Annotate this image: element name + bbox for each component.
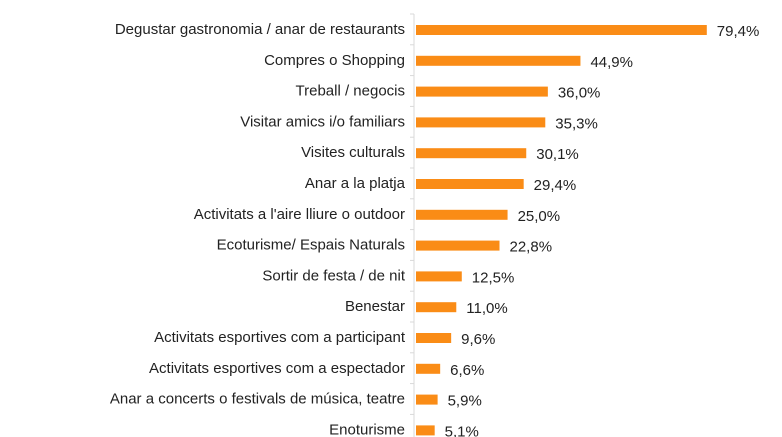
category-label: Anar a la platja: [305, 175, 406, 192]
category-label: Activitats a l'aire lliure o outdoor: [194, 206, 405, 223]
bar: [416, 333, 452, 343]
value-label: 9,6%: [461, 331, 495, 348]
value-label: 44,9%: [590, 54, 633, 71]
category-label: Activitats esportives com a participant: [154, 329, 406, 346]
value-label: 79,4%: [717, 23, 760, 40]
value-label: 25,0%: [518, 208, 561, 225]
value-label: 5,1%: [445, 423, 479, 437]
bar: [416, 394, 438, 405]
value-label: 35,3%: [555, 115, 598, 132]
bar: [416, 209, 508, 220]
value-label: 11,0%: [466, 300, 507, 317]
value-label: 29,4%: [534, 177, 577, 194]
category-label: Compres o Shopping: [264, 52, 405, 69]
bar: [416, 86, 548, 97]
bar: [416, 25, 707, 35]
value-label: 12,5%: [472, 269, 515, 286]
category-label: Sortir de festa / de nit: [262, 267, 405, 284]
bar: [416, 240, 500, 251]
bar: [416, 302, 457, 313]
category-label: Degustar gastronomia / anar de restauran…: [115, 21, 405, 38]
value-label: 22,8%: [510, 239, 553, 256]
bar: [416, 117, 546, 128]
category-label: Ecoturisme/ Espais Naturals: [217, 237, 405, 254]
bar: [416, 363, 441, 374]
value-label: 30,1%: [536, 146, 579, 163]
value-label: 6,6%: [450, 362, 484, 379]
value-label: 36,0%: [558, 85, 601, 102]
category-label: Visites culturals: [301, 144, 405, 161]
bar: [416, 55, 581, 66]
category-label: Treball / negocis: [296, 83, 406, 100]
value-label: 5,9%: [448, 393, 482, 410]
category-label: Benestar: [345, 298, 405, 315]
category-label: Anar a concerts o festivals de música, t…: [110, 391, 405, 408]
category-label: Visitar amics i/o familiars: [240, 113, 405, 130]
bar: [416, 425, 435, 436]
bar: [416, 179, 524, 189]
category-label: Enoturisme: [329, 421, 405, 437]
bar: [416, 148, 527, 159]
bar: [416, 271, 462, 282]
category-label: Activitats esportives com a espectador: [149, 360, 405, 377]
